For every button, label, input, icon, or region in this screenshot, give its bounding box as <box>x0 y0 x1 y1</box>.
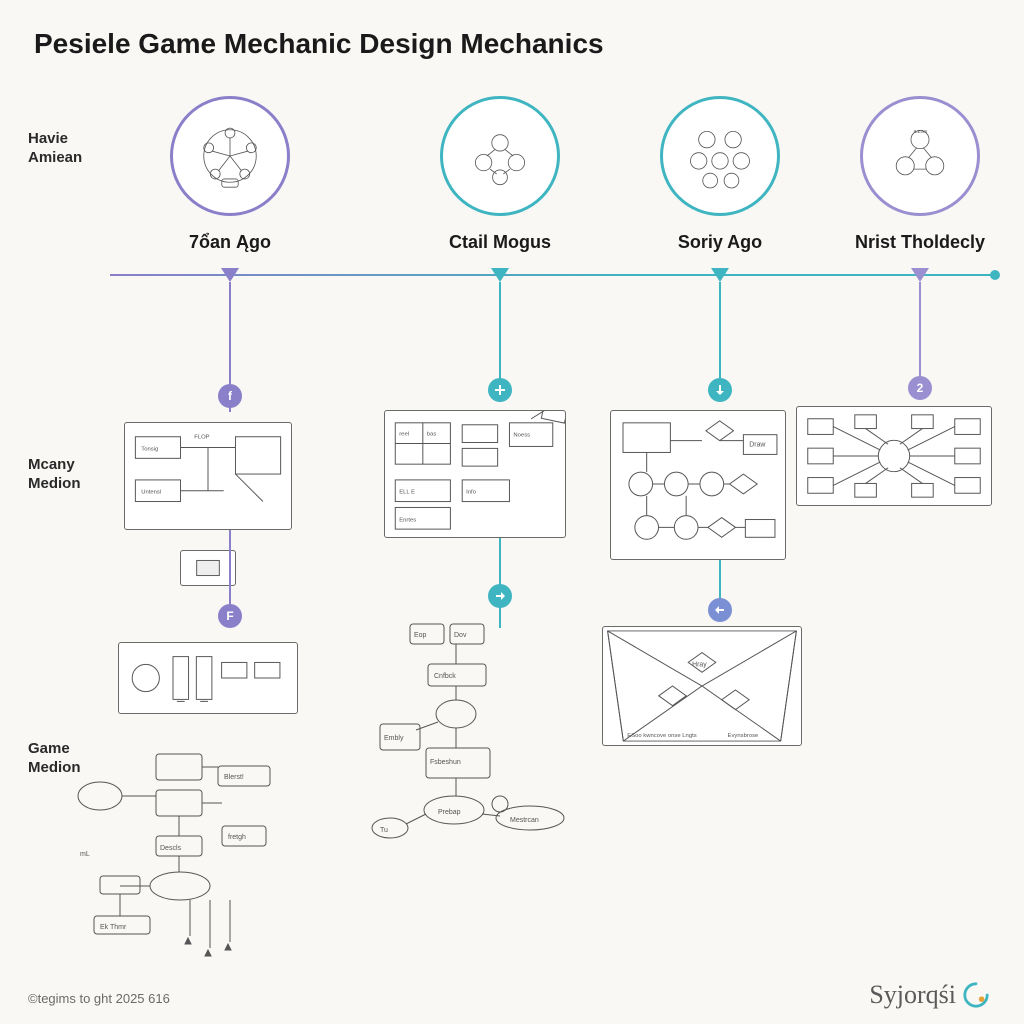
timeline-column-2: Ctail Mogus reel bas ELL E E <box>390 96 610 976</box>
svg-text:FLOP: FLOP <box>194 435 209 441</box>
page-title: Pesiele Game Mechanic Design Mechanics <box>34 28 604 60</box>
sketch-card-3-row3: Hray ESoo kwncove onse Lngts Evynsbrose <box>602 626 802 746</box>
column-label-3: Soriy Ago <box>678 232 762 253</box>
svg-text:Enrtes: Enrtes <box>399 517 416 523</box>
connector-badge-3a <box>708 378 732 402</box>
node-sketch-icon <box>459 115 541 197</box>
column-label-2: Ctail Mogus <box>449 232 551 253</box>
stage-node-3 <box>660 96 780 216</box>
svg-text:Descls: Descls <box>160 845 182 852</box>
column-label-1: 7ổan Ągo <box>189 232 271 253</box>
timeline-marker-1 <box>221 268 239 282</box>
svg-text:ELL E: ELL E <box>399 490 415 496</box>
svg-text:Tu: Tu <box>380 827 388 834</box>
sketch-card-2-row2: reel bas ELL E Enrtes Info Noess <box>384 410 566 538</box>
svg-text:Dov: Dov <box>454 632 467 639</box>
svg-text:Hray: Hray <box>692 661 707 668</box>
connector-badge-1b: F <box>218 604 242 628</box>
timeline-marker-4 <box>911 268 929 282</box>
connector-badge-2b <box>488 584 512 608</box>
title-text: Pesiele Game Mechanic Design Mechanics <box>34 28 604 59</box>
svg-text:Embly: Embly <box>384 735 404 742</box>
svg-text:Fsbeshun: Fsbeshun <box>430 759 461 766</box>
svg-text:ESoo kwncove onse Lngts: ESoo kwncove onse Lngts <box>627 733 696 739</box>
timeline-marker-2 <box>491 268 509 282</box>
svg-text:Tonsig: Tonsig <box>141 446 158 452</box>
svg-text:Evynsbrose: Evynsbrose <box>728 733 760 739</box>
plus-icon <box>494 384 506 396</box>
node-sketch-icon <box>679 115 761 197</box>
svg-text:Ek Thmr: Ek Thmr <box>100 924 127 931</box>
svg-text:Mestrcan: Mestrcan <box>510 817 539 824</box>
columns-container: 7ổan Ągo f Tonsig FLOP Untensl F <box>110 96 986 976</box>
timeline-marker-3 <box>711 268 729 282</box>
sketch-flow-2: Eop Dov Cnfbck Embly Fsbeshun Prebap Tu … <box>350 614 610 874</box>
sketch-card-4-row2 <box>796 406 992 506</box>
sketch-chip-1 <box>180 550 236 586</box>
svg-text:Untensl: Untensl <box>141 490 161 496</box>
timeline-column-3: Soriy Ago Draw <box>610 96 830 976</box>
sketch-card-1-row3a <box>118 642 298 714</box>
arrow-right-icon <box>494 590 506 602</box>
column-label-4: Nrist Tholdecly <box>855 232 985 253</box>
sketch-card-3-row2: Draw <box>610 410 786 560</box>
node-sketch-icon: ILESS <box>879 115 961 197</box>
connector-badge-3b <box>708 598 732 622</box>
row-label-1: Havie Amiean <box>28 130 108 168</box>
timeline-column-4: ILESS Nrist Tholdecly 2 <box>810 96 1024 976</box>
arrow-down-icon <box>714 384 726 396</box>
svg-text:Info: Info <box>466 490 477 496</box>
svg-text:fretgh: fretgh <box>228 834 246 841</box>
svg-text:ILESS: ILESS <box>913 129 928 135</box>
svg-text:Prebap: Prebap <box>438 809 461 816</box>
timeline-column-1: 7ổan Ągo f Tonsig FLOP Untensl F <box>120 96 340 976</box>
svg-text:Noess: Noess <box>513 433 530 439</box>
arrow-left-icon <box>714 604 726 616</box>
row-label-2: Mcany Medion <box>28 456 108 494</box>
svg-text:reel: reel <box>399 432 409 438</box>
svg-text:Blerst!: Blerst! <box>224 774 244 781</box>
footer-copyright: ©tegims to ght 2025 616 <box>28 991 170 1006</box>
sketch-flow-1: Blerst! Descls fretgh Ek Thmr mL <box>60 716 320 976</box>
node-sketch-icon <box>189 115 271 197</box>
svg-text:Cnfbck: Cnfbck <box>434 673 456 680</box>
sketch-card-1-row2: Tonsig FLOP Untensl <box>124 422 292 530</box>
brand-logo-icon <box>962 981 990 1009</box>
connector-badge-1a: f <box>218 384 242 408</box>
stage-node-4: ILESS <box>860 96 980 216</box>
stage-node-1 <box>170 96 290 216</box>
stage-node-2 <box>440 96 560 216</box>
connector-badge-2a <box>488 378 512 402</box>
brand-text: Syjorqśi <box>869 980 956 1010</box>
connector-badge-4a: 2 <box>908 376 932 400</box>
svg-text:bas: bas <box>427 432 437 438</box>
svg-text:Eop: Eop <box>414 632 427 639</box>
svg-text:mL: mL <box>80 851 90 858</box>
footer-brand: Syjorqśi <box>869 980 990 1010</box>
svg-text:Draw: Draw <box>749 442 765 449</box>
